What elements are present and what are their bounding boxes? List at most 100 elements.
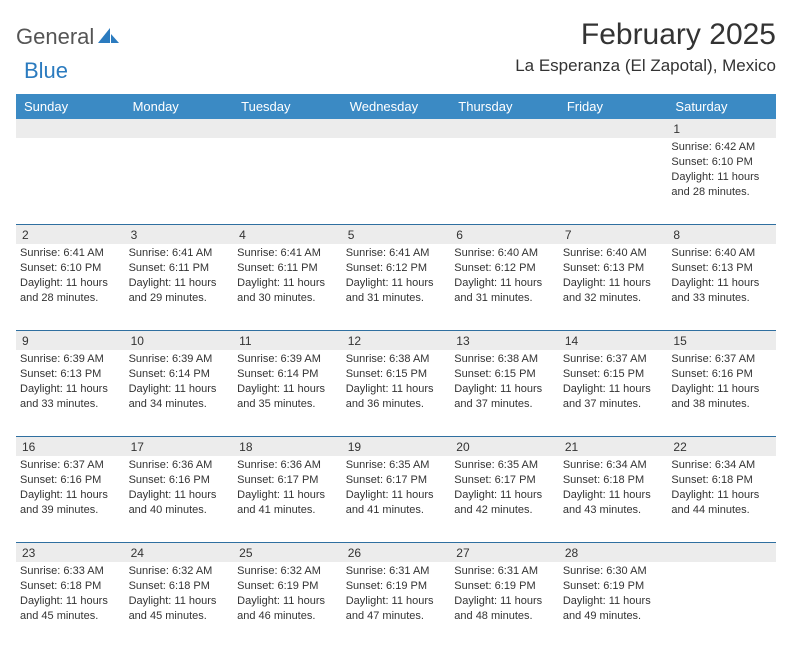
sunrise-text: Sunrise: 6:37 AM xyxy=(563,352,664,367)
sunset-text: Sunset: 6:18 PM xyxy=(129,579,230,594)
daylight-text: Daylight: 11 hours and 28 minutes. xyxy=(671,170,772,200)
sunset-text: Sunset: 6:19 PM xyxy=(563,579,664,594)
sunset-text: Sunset: 6:19 PM xyxy=(346,579,447,594)
daylight-text: Daylight: 11 hours and 41 minutes. xyxy=(346,488,447,518)
daynum-row: 16171819202122 xyxy=(16,437,776,456)
daylight-text: Daylight: 11 hours and 40 minutes. xyxy=(129,488,230,518)
day-detail xyxy=(450,138,559,224)
sunrise-text: Sunrise: 6:37 AM xyxy=(20,458,121,473)
day-detail: Sunrise: 6:40 AMSunset: 6:13 PMDaylight:… xyxy=(559,244,668,330)
day-detail: Sunrise: 6:40 AMSunset: 6:12 PMDaylight:… xyxy=(450,244,559,330)
day-detail: Sunrise: 6:31 AMSunset: 6:19 PMDaylight:… xyxy=(342,562,451,648)
location-label: La Esperanza (El Zapotal), Mexico xyxy=(515,56,776,76)
day-number: 13 xyxy=(450,331,559,350)
sunrise-text: Sunrise: 6:35 AM xyxy=(346,458,447,473)
sunset-text: Sunset: 6:17 PM xyxy=(346,473,447,488)
day-number: 10 xyxy=(125,331,234,350)
day-detail: Sunrise: 6:41 AMSunset: 6:12 PMDaylight:… xyxy=(342,244,451,330)
day-header-fri: Friday xyxy=(559,94,668,119)
sunset-text: Sunset: 6:16 PM xyxy=(20,473,121,488)
day-header-wed: Wednesday xyxy=(342,94,451,119)
day-number: 6 xyxy=(450,225,559,244)
day-number: 5 xyxy=(342,225,451,244)
day-number xyxy=(559,119,668,138)
day-detail: Sunrise: 6:31 AMSunset: 6:19 PMDaylight:… xyxy=(450,562,559,648)
logo-sail-icon xyxy=(98,26,120,49)
day-number: 17 xyxy=(125,437,234,456)
sunrise-text: Sunrise: 6:41 AM xyxy=(20,246,121,261)
day-detail: Sunrise: 6:35 AMSunset: 6:17 PMDaylight:… xyxy=(450,456,559,542)
sunrise-text: Sunrise: 6:31 AM xyxy=(454,564,555,579)
daylight-text: Daylight: 11 hours and 30 minutes. xyxy=(237,276,338,306)
day-detail: Sunrise: 6:41 AMSunset: 6:10 PMDaylight:… xyxy=(16,244,125,330)
day-number xyxy=(125,119,234,138)
sunrise-text: Sunrise: 6:32 AM xyxy=(237,564,338,579)
sunset-text: Sunset: 6:17 PM xyxy=(237,473,338,488)
detail-row: Sunrise: 6:39 AMSunset: 6:13 PM Daylight:… xyxy=(16,350,776,437)
sunset-text: Sunset: 6:19 PM xyxy=(454,579,555,594)
sunset-text: Sunset: 6:10 PM xyxy=(671,155,772,170)
sunrise-text: Sunrise: 6:42 AM xyxy=(671,140,772,155)
sunrise-text: Sunrise: 6:40 AM xyxy=(454,246,555,261)
daylight-text: Daylight: 11 hours and 45 minutes. xyxy=(129,594,230,624)
day-number: 24 xyxy=(125,543,234,562)
daylight-text: Daylight: 11 hours and 45 minutes. xyxy=(20,594,121,624)
day-detail: Sunrise: 6:37 AMSunset: 6:16 PMDaylight:… xyxy=(16,456,125,542)
daynum-row: 1 xyxy=(16,119,776,138)
sunrise-text: Sunrise: 6:41 AM xyxy=(129,246,230,261)
sunrise-text: Sunrise: 6:36 AM xyxy=(237,458,338,473)
daylight-text: Daylight: 11 hours and 33 minutes. xyxy=(671,276,772,306)
day-detail: Sunrise: 6:34 AMSunset: 6:18 PMDaylight:… xyxy=(559,456,668,542)
day-number: 16 xyxy=(16,437,125,456)
day-number xyxy=(342,119,451,138)
sunrise-text: Sunrise: 6:32 AM xyxy=(129,564,230,579)
day-detail xyxy=(559,138,668,224)
daylight-text: Daylight: 11 hours and 32 minutes. xyxy=(563,276,664,306)
daylight-text: Daylight: 11 hours and 31 minutes. xyxy=(346,276,447,306)
calendar: Sunday Monday Tuesday Wednesday Thursday… xyxy=(16,94,776,648)
day-detail: Sunrise: 6:41 AMSunset: 6:11 PMDaylight:… xyxy=(233,244,342,330)
sunset-text: Sunset: 6:19 PM xyxy=(237,579,338,594)
sunset-text: Sunset: 6:16 PM xyxy=(129,473,230,488)
day-detail xyxy=(342,138,451,224)
sunset-text: Sunset: 6:11 PM xyxy=(129,261,230,276)
day-number: 9 xyxy=(16,331,125,350)
logo-text-blue: Blue xyxy=(24,58,68,84)
sunrise-text: Sunrise: 6:40 AM xyxy=(563,246,664,261)
day-detail: Sunrise: 6:37 AMSunset: 6:15 PMDaylight:… xyxy=(559,350,668,436)
sunset-text: Sunset: 6:13 PM xyxy=(671,261,772,276)
day-header-sat: Saturday xyxy=(667,94,776,119)
day-number: 1 xyxy=(667,119,776,138)
detail-row: Sunrise: 6:37 AMSunset: 6:16 PMDaylight:… xyxy=(16,456,776,543)
day-detail xyxy=(16,138,125,224)
day-detail: Sunrise: 6:30 AMSunset: 6:19 PMDaylight:… xyxy=(559,562,668,648)
day-number: 15 xyxy=(667,331,776,350)
sunset-text: Sunset: 6:12 PM xyxy=(454,261,555,276)
day-number: 18 xyxy=(233,437,342,456)
sunrise-text: Sunrise: 6:40 AM xyxy=(671,246,772,261)
day-number: 8 xyxy=(667,225,776,244)
daylight-text: Daylight: 11 hours and 37 minutes. xyxy=(563,382,664,412)
day-detail xyxy=(125,138,234,224)
sunrise-text: Sunrise: 6:41 AM xyxy=(237,246,338,261)
day-header-row: Sunday Monday Tuesday Wednesday Thursday… xyxy=(16,94,776,119)
day-number xyxy=(233,119,342,138)
day-header-sun: Sunday xyxy=(16,94,125,119)
sunrise-text: Sunrise: 6:37 AM xyxy=(671,352,772,367)
daynum-row: 9101112131415 xyxy=(16,331,776,350)
sunrise-text: Sunrise: 6:31 AM xyxy=(346,564,447,579)
sunrise-text: Sunrise: 6:36 AM xyxy=(129,458,230,473)
sunset-text: Sunset: 6:18 PM xyxy=(671,473,772,488)
daylight-text: Daylight: 11 hours and 41 minutes. xyxy=(237,488,338,518)
sunrise-text: Sunrise: 6:38 AM xyxy=(346,352,447,367)
day-number xyxy=(450,119,559,138)
sunset-text: Sunset: 6:14 PM xyxy=(129,367,230,382)
sunrise-text: Sunrise: 6:39 AM xyxy=(20,352,121,367)
day-number: 3 xyxy=(125,225,234,244)
detail-row: Sunrise: 6:33 AMSunset: 6:18 PMDaylight:… xyxy=(16,562,776,648)
daylight-text: Daylight: 11 hours and 49 minutes. xyxy=(563,594,664,624)
day-detail xyxy=(233,138,342,224)
sunset-text: Sunset: 6:13 PM xyxy=(20,367,121,382)
sunset-text: Sunset: 6:15 PM xyxy=(454,367,555,382)
day-detail: Sunrise: 6:37 AMSunset: 6:16 PMDaylight:… xyxy=(667,350,776,436)
